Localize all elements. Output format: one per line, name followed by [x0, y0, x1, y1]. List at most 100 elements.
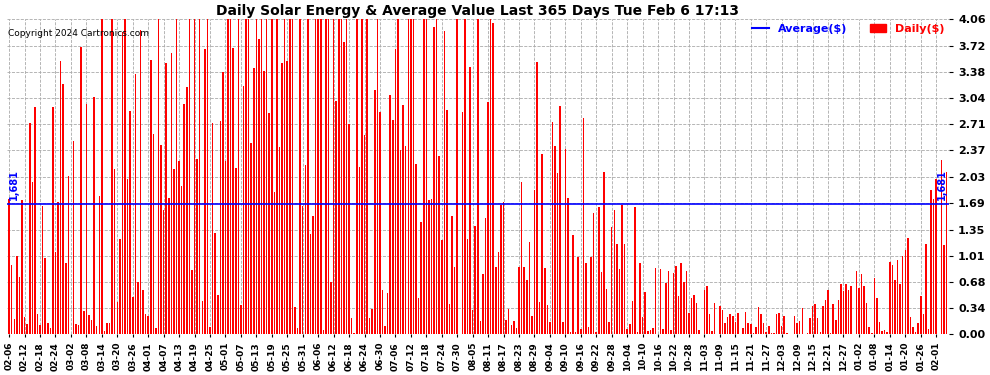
Bar: [603, 172, 605, 334]
Bar: [50, 328, 51, 334]
Bar: [606, 289, 607, 334]
Bar: [233, 48, 234, 334]
Bar: [783, 316, 785, 334]
Bar: [675, 266, 677, 334]
Bar: [57, 202, 58, 334]
Bar: [83, 311, 84, 334]
Bar: [143, 290, 144, 334]
Bar: [361, 20, 362, 334]
Bar: [820, 332, 821, 334]
Bar: [320, 20, 322, 334]
Bar: [78, 325, 79, 334]
Bar: [709, 314, 711, 334]
Bar: [928, 329, 930, 334]
Bar: [611, 227, 613, 334]
Bar: [384, 326, 386, 334]
Bar: [794, 316, 795, 334]
Bar: [122, 32, 123, 334]
Bar: [910, 317, 911, 334]
Bar: [106, 322, 108, 334]
Bar: [770, 333, 772, 334]
Bar: [616, 244, 618, 334]
Bar: [556, 173, 558, 334]
Bar: [838, 300, 840, 334]
Bar: [305, 165, 306, 334]
Bar: [546, 306, 548, 334]
Bar: [842, 291, 844, 334]
Bar: [725, 323, 726, 334]
Bar: [593, 213, 594, 334]
Bar: [276, 20, 278, 334]
Bar: [328, 20, 330, 334]
Bar: [680, 263, 682, 334]
Bar: [544, 268, 545, 334]
Bar: [350, 318, 352, 334]
Bar: [241, 305, 242, 334]
Bar: [212, 123, 214, 334]
Bar: [397, 20, 399, 334]
Bar: [899, 284, 901, 334]
Bar: [217, 295, 219, 334]
Bar: [395, 49, 396, 334]
Bar: [302, 206, 304, 334]
Bar: [11, 266, 13, 334]
Bar: [392, 120, 394, 334]
Bar: [27, 324, 28, 334]
Bar: [495, 267, 497, 334]
Bar: [34, 107, 36, 334]
Bar: [503, 201, 504, 334]
Bar: [559, 106, 561, 334]
Bar: [629, 324, 631, 334]
Bar: [905, 250, 906, 334]
Bar: [132, 297, 134, 334]
Bar: [52, 107, 53, 334]
Bar: [260, 20, 262, 334]
Bar: [410, 20, 412, 334]
Bar: [642, 317, 644, 334]
Bar: [183, 104, 185, 334]
Bar: [389, 95, 391, 334]
Bar: [358, 167, 360, 334]
Bar: [487, 102, 489, 334]
Bar: [931, 190, 932, 334]
Bar: [67, 176, 69, 334]
Bar: [101, 20, 103, 334]
Bar: [382, 290, 383, 334]
Bar: [29, 123, 31, 334]
Bar: [706, 286, 708, 334]
Bar: [807, 333, 808, 334]
Bar: [338, 20, 340, 334]
Bar: [835, 320, 837, 334]
Bar: [439, 156, 440, 334]
Bar: [271, 20, 272, 334]
Bar: [569, 332, 571, 334]
Bar: [474, 226, 476, 334]
Bar: [243, 86, 245, 334]
Bar: [660, 269, 661, 334]
Bar: [907, 238, 909, 334]
Bar: [492, 22, 494, 334]
Bar: [47, 323, 49, 334]
Bar: [614, 210, 615, 334]
Text: Copyright 2024 Cartronics.com: Copyright 2024 Cartronics.com: [9, 29, 149, 38]
Bar: [181, 186, 182, 334]
Bar: [204, 49, 206, 334]
Bar: [920, 296, 922, 334]
Bar: [892, 265, 893, 334]
Title: Daily Solar Energy & Average Value Last 365 Days Tue Feb 6 17:13: Daily Solar Energy & Average Value Last …: [216, 4, 740, 18]
Bar: [62, 84, 64, 334]
Bar: [673, 273, 674, 334]
Bar: [379, 112, 381, 334]
Bar: [456, 20, 458, 334]
Bar: [356, 20, 357, 334]
Bar: [125, 20, 126, 334]
Bar: [173, 169, 174, 334]
Bar: [279, 147, 280, 334]
Bar: [215, 233, 216, 334]
Bar: [686, 272, 687, 334]
Bar: [534, 190, 536, 334]
Bar: [220, 121, 221, 334]
Bar: [85, 104, 87, 334]
Bar: [310, 234, 311, 334]
Bar: [284, 20, 285, 334]
